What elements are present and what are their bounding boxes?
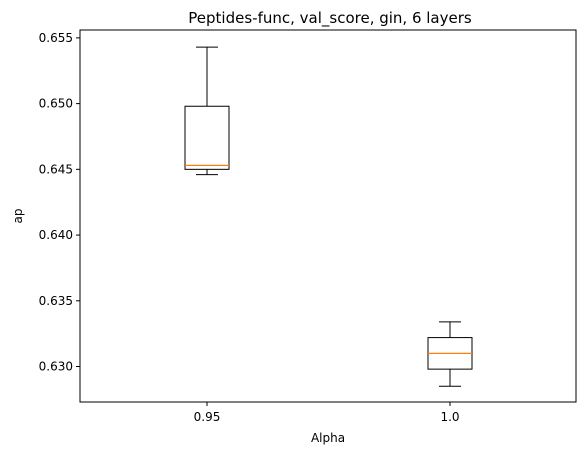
chart-title: Peptides-func, val_score, gin, 6 layers bbox=[188, 9, 472, 28]
y-tick-label: 0.645 bbox=[39, 162, 73, 176]
box-0-95 bbox=[184, 46, 230, 176]
box-1-0 bbox=[427, 321, 473, 387]
y-tick-label: 0.630 bbox=[39, 360, 73, 374]
iqr-box bbox=[184, 105, 230, 170]
x-axis: 0.95 1.0 bbox=[194, 402, 460, 424]
plot-area bbox=[79, 29, 577, 403]
y-tick-label: 0.655 bbox=[39, 31, 73, 45]
y-tick-label: 0.640 bbox=[39, 228, 73, 242]
y-tick-label: 0.650 bbox=[39, 97, 73, 111]
x-tick-label: 1.0 bbox=[440, 410, 459, 424]
x-tick-label: 0.95 bbox=[194, 410, 221, 424]
boxes bbox=[184, 46, 473, 387]
y-axis: 0.630 0.635 0.640 0.645 0.650 0.655 bbox=[39, 31, 80, 374]
x-axis-label: Alpha bbox=[311, 431, 345, 445]
y-axis-label: ap bbox=[11, 209, 25, 224]
y-tick-label: 0.635 bbox=[39, 294, 73, 308]
